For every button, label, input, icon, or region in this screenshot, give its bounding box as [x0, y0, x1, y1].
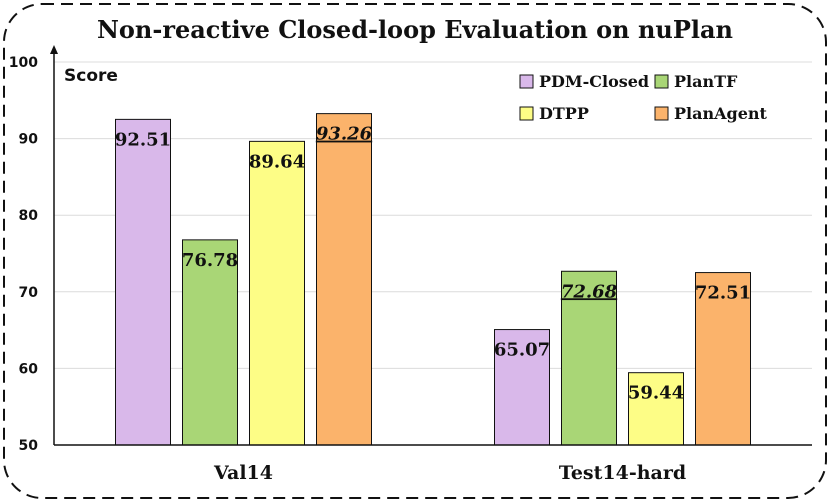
y-axis-label: Score: [64, 66, 118, 86]
y-tick-label: 90: [19, 132, 39, 148]
data-label: 89.64: [249, 151, 305, 172]
chart-title: Non-reactive Closed-loop Evaluation on n…: [97, 15, 733, 44]
y-axis-arrow: [50, 45, 58, 54]
y-tick-label: 60: [19, 361, 39, 377]
y-tick-label: 100: [9, 55, 38, 71]
data-label: 72.68: [561, 281, 618, 302]
legend-label: DTPP: [539, 104, 589, 123]
bar-dtpp-test14-hard: [628, 372, 684, 446]
bar-planagent-test14-hard: [695, 272, 751, 446]
legend: PDM-Closed PlanTF DTPP PlanAgent: [519, 72, 768, 123]
data-label: 92.51: [115, 129, 171, 150]
data-label: 72.51: [695, 283, 751, 304]
legend-swatch: [654, 106, 669, 121]
gridlines: [54, 61, 812, 369]
data-label: 59.44: [628, 383, 684, 404]
y-tick-label: 80: [19, 208, 39, 224]
bar-pdm-closed-val14: [115, 118, 171, 446]
legend-swatch: [654, 74, 669, 89]
legend-label: PlanTF: [674, 72, 738, 91]
y-tick-label: 70: [19, 285, 39, 301]
bars: 92.51 76.78 89.64 93.26 65.07 72.68 59.44 72.51: [115, 113, 751, 446]
bar-pdm-closed-test14-hard: [494, 329, 550, 446]
axes: 50 60 70 80 90 100 Val14 Test14-hard: [9, 45, 812, 484]
chart-frame: [3, 3, 827, 499]
y-tick-label: 50: [19, 438, 39, 454]
legend-label: PlanAgent: [674, 104, 768, 123]
bar-dtpp-val14: [249, 140, 305, 446]
legend-swatch: [519, 106, 534, 121]
bar-plantf-test14-hard: [561, 270, 617, 446]
data-label: 65.07: [494, 340, 550, 361]
data-label: 76.78: [182, 250, 238, 271]
bar-planagent-val14: [316, 113, 372, 446]
legend-swatch: [519, 74, 534, 89]
x-category-label: Val14: [213, 462, 273, 484]
legend-label: PDM-Closed: [539, 72, 649, 91]
x-category-label: Test14-hard: [559, 462, 686, 484]
data-label: 93.26: [316, 124, 373, 145]
